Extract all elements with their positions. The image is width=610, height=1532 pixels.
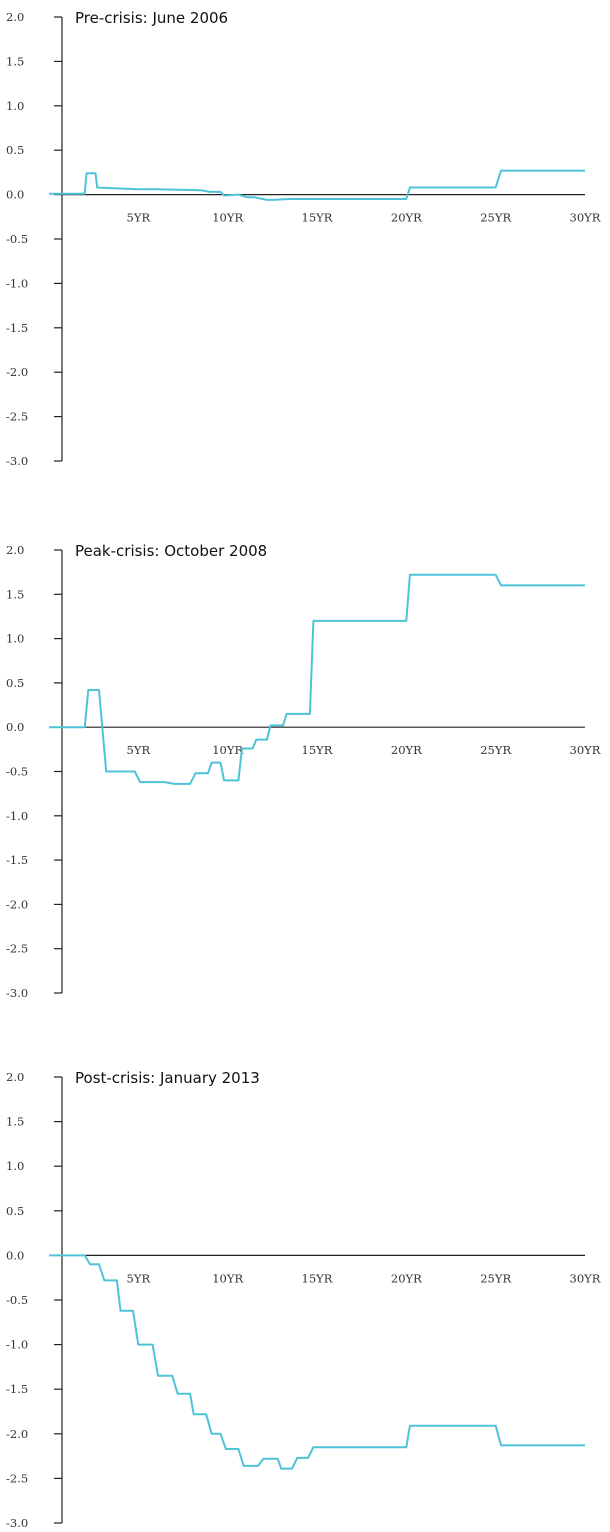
y-tick-label: -2.5	[6, 942, 28, 956]
y-tick-label: -1.0	[6, 1338, 28, 1352]
x-tick-label: 20YR	[391, 1271, 422, 1285]
y-tick-label: 0.0	[6, 188, 24, 202]
y-tick-label: 1.0	[6, 632, 24, 646]
x-tick-label: 15YR	[302, 1271, 333, 1285]
series-line-1	[49, 1254, 585, 1470]
y-tick-label: -1.0	[6, 809, 28, 823]
y-tick-label: 0.5	[6, 143, 24, 157]
y-tick-label: 2.0	[6, 10, 24, 24]
y-tick-label: -0.5	[6, 232, 28, 246]
x-tick-label: 30YR	[570, 743, 601, 757]
panel-title: Post-crisis: January 2013	[75, 1069, 260, 1087]
y-tick-label: 1.0	[6, 1159, 24, 1173]
series-line-1	[49, 573, 585, 785]
x-tick-label: 25YR	[480, 743, 511, 757]
panel-title: Pre-crisis: June 2006	[75, 9, 228, 27]
series-line-1	[49, 169, 585, 201]
x-tick-label: 5YR	[127, 211, 151, 225]
chart-panel-2: 2.0 1.5 1.0 0.5 0.0 -0.5 -1.0 -1.5 -2.0 -2.5 -3.0 5…	[6, 542, 601, 1000]
y-tick-label: -1.0	[6, 276, 28, 290]
x-tick-label: 5YR	[127, 743, 151, 757]
y-tick-label: 1.0	[6, 99, 24, 113]
y-tick-label: -2.5	[6, 410, 28, 424]
y-tick-label: -2.0	[6, 1427, 28, 1441]
y-tick-label: 1.5	[6, 587, 24, 601]
y-tick-label: 2.0	[6, 543, 24, 557]
x-tick-label: 15YR	[302, 743, 333, 757]
y-tick-label: -2.0	[6, 897, 28, 911]
x-tick-label: 20YR	[391, 743, 422, 757]
x-tick-label: 10YR	[212, 1271, 243, 1285]
y-tick-label: -1.5	[6, 1382, 28, 1396]
y-tick-label: -3.0	[6, 454, 28, 468]
panel-title: Peak-crisis: October 2008	[75, 542, 267, 560]
y-tick-label: 1.5	[6, 54, 24, 68]
x-tick-label: 10YR	[212, 743, 243, 757]
y-tick-label: 0.0	[6, 720, 24, 734]
x-tick-label: 25YR	[480, 1271, 511, 1285]
x-tick-label: 30YR	[570, 1271, 601, 1285]
x-tick-label: 10YR	[212, 211, 243, 225]
y-tick-label: 1.5	[6, 1115, 24, 1129]
y-tick-label: 2.0	[6, 1070, 24, 1084]
x-tick-label: 15YR	[302, 211, 333, 225]
x-tick-label: 5YR	[127, 1271, 151, 1285]
y-tick-label: -3.0	[6, 986, 28, 1000]
chart-panel-3: 2.0 1.5 1.0 0.5 0.0 -0.5 -1.0 -1.5 -2.0 -2.5 -3.0 5…	[6, 1069, 601, 1530]
y-tick-label: -2.0	[6, 365, 28, 379]
y-tick-label: 0.5	[6, 676, 24, 690]
y-tick-label: 0.5	[6, 1204, 24, 1218]
y-tick-label: -0.5	[6, 1293, 28, 1307]
y-tick-label: 0.0	[6, 1248, 24, 1262]
x-tick-label: 30YR	[570, 211, 601, 225]
y-tick-label: -1.5	[6, 853, 28, 867]
x-tick-label: 20YR	[391, 211, 422, 225]
y-tick-label: -1.5	[6, 321, 28, 335]
y-tick-label: -0.5	[6, 765, 28, 779]
y-tick-label: -2.5	[6, 1471, 28, 1485]
chart-panel-1: 2.0 1.5 1.0 0.5 0.0 -0.5 -1.0 -1.5 -2.0 -2.5 -3.0 5…	[6, 9, 601, 468]
y-tick-label: -3.0	[6, 1516, 28, 1530]
x-tick-label: 25YR	[480, 211, 511, 225]
